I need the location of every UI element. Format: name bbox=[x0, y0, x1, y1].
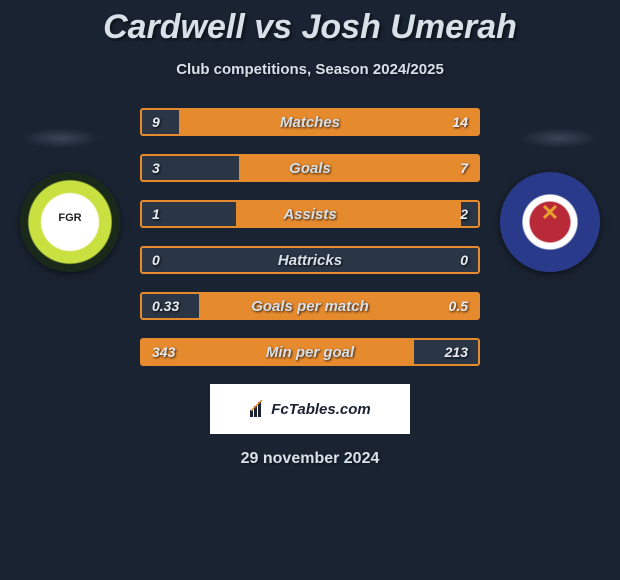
stat-row: 12Assists bbox=[140, 200, 480, 228]
fctables-logo-icon bbox=[249, 400, 267, 418]
stat-row: 00Hattricks bbox=[140, 246, 480, 274]
footer-text: FcTables.com bbox=[271, 401, 370, 418]
shadow-disc-right bbox=[520, 128, 598, 148]
stat-row: 0.330.5Goals per match bbox=[140, 292, 480, 320]
stat-row: 37Goals bbox=[140, 154, 480, 182]
stat-label: Goals bbox=[142, 160, 478, 177]
forest-green-rovers-crest bbox=[20, 172, 120, 272]
stat-label: Assists bbox=[142, 206, 478, 223]
date-line: 29 november 2024 bbox=[0, 450, 620, 468]
footer-attribution: FcTables.com bbox=[210, 384, 410, 434]
stat-row: 343213Min per goal bbox=[140, 338, 480, 366]
stat-row: 914Matches bbox=[140, 108, 480, 136]
stat-label: Matches bbox=[142, 114, 478, 131]
stat-label: Hattricks bbox=[142, 252, 478, 269]
subtitle: Club competitions, Season 2024/2025 bbox=[0, 61, 620, 78]
stat-label: Goals per match bbox=[142, 298, 478, 315]
dagenham-redbridge-crest bbox=[500, 172, 600, 272]
page-title: Cardwell vs Josh Umerah bbox=[0, 0, 620, 47]
shadow-disc-left bbox=[22, 128, 100, 148]
stat-label: Min per goal bbox=[142, 344, 478, 361]
